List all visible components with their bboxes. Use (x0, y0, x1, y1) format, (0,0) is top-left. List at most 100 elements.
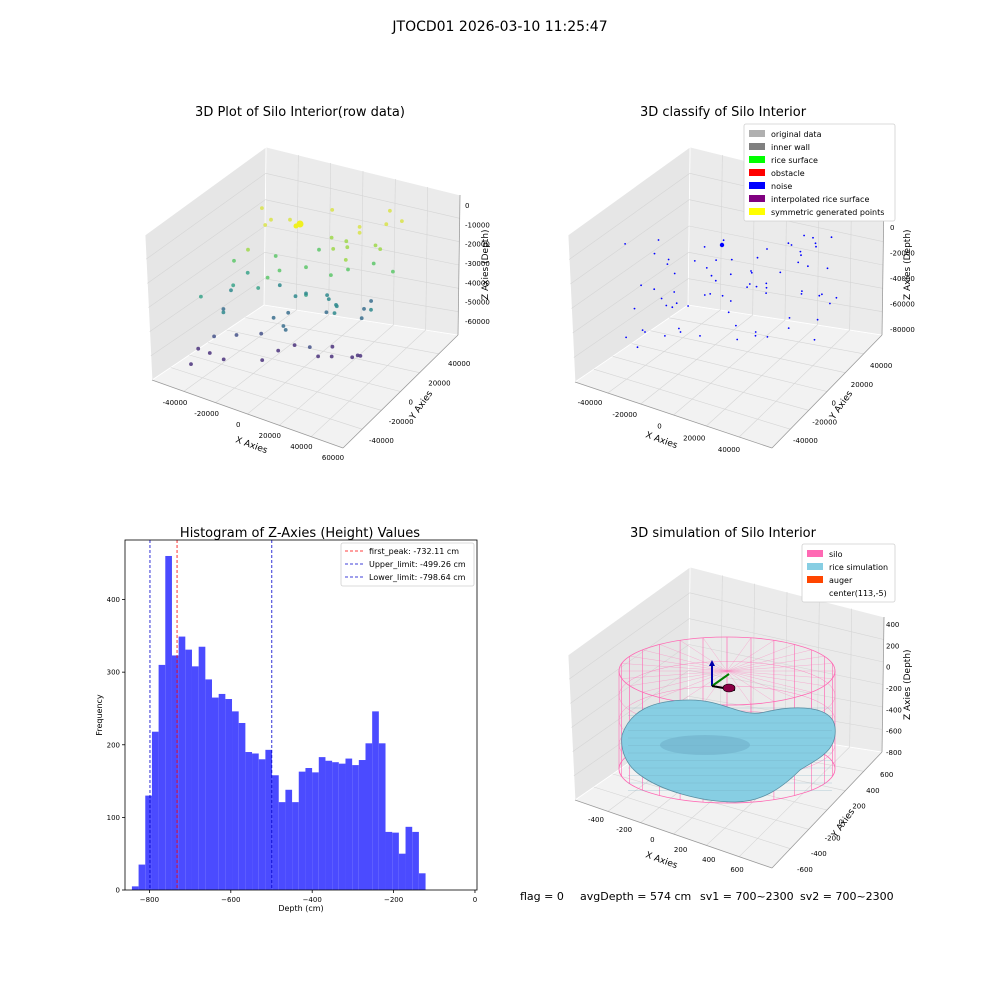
simulation-x-axis-line (574, 799, 773, 869)
raw-x-tick-label: 0 (236, 421, 240, 429)
histogram-bar (345, 758, 353, 890)
classify-noise-point (714, 279, 717, 282)
classify-gridlines (568, 154, 884, 438)
histogram-x-tick-label: −200 (384, 896, 403, 904)
classify-noise-point (799, 250, 802, 253)
raw-scatter-point (334, 303, 338, 307)
classify-legend-swatch (749, 182, 765, 189)
classify-noise-point (814, 242, 817, 245)
simulation-panel: 3D simulation of Silo Interior -400 -200 0… (567, 526, 913, 874)
simulation-y-tick-label: 200 (852, 803, 865, 811)
classify-x-tick-label: -20000 (612, 411, 637, 419)
raw-scatter-point (324, 310, 329, 315)
classify-legend-swatch (749, 130, 765, 137)
classify-noise-point (722, 239, 725, 242)
classify-x-axis-line (574, 381, 773, 449)
histogram-bar (398, 853, 406, 890)
histogram-x-ticks: −800 −600 −400 −200 0 (140, 890, 477, 904)
raw-scatter-point (330, 344, 335, 349)
raw-scatter-point (263, 223, 268, 227)
raw-scatter-point (234, 333, 239, 337)
histogram-bar (332, 762, 339, 890)
raw-scatter-point (388, 208, 392, 213)
raw-scatter-point (265, 275, 270, 280)
classify-noise-point (813, 338, 816, 341)
classify-legend-frame (743, 123, 896, 222)
classify-grid-line (669, 317, 864, 355)
silo-top-spoke (702, 637, 728, 672)
classify-legend-label: interpolated rice surface (771, 195, 869, 204)
raw-grid-line (147, 199, 266, 284)
histogram-x-axis-label: Depth (cm) (278, 904, 323, 913)
raw-scatter-point (231, 283, 236, 288)
raw-x-tick-label: -20000 (194, 410, 219, 418)
raw-y-tick-label: 20000 (428, 379, 450, 387)
histogram-bar (358, 760, 366, 890)
simulation-z-tick-label: 200 (886, 642, 899, 650)
classify-noise-point (800, 293, 803, 295)
raw-z-tick-label: -10000 (465, 221, 490, 229)
classify-noise-point (644, 331, 646, 333)
classify-noise-point (710, 274, 713, 277)
classify-noise-point (766, 336, 769, 338)
histogram-bar (325, 760, 333, 890)
raw-scatter-point (345, 245, 350, 250)
raw-y-axis-line (342, 334, 459, 449)
classify-noise-point (699, 335, 701, 337)
raw-scatter-point (189, 362, 193, 366)
simulation-x-tick-label: -400 (588, 816, 604, 824)
histogram-y-axis-label: Frequency (95, 694, 104, 736)
silo-top-spoke (702, 670, 728, 705)
classify-noise-point (755, 285, 758, 288)
classify-noise-point (735, 324, 737, 327)
classify-noise-cluster (719, 242, 725, 248)
simulation-legend-label: rice simulation (829, 563, 888, 572)
simulation-z-tick-label: 400 (886, 621, 899, 629)
raw-scatter-point (329, 235, 334, 240)
silo-top-spoke (629, 656, 728, 672)
simulation-legend-label: auger (829, 576, 853, 585)
classify-z-tick-label: -20000 (890, 250, 915, 258)
raw-y-tick-label: -40000 (369, 437, 394, 445)
histogram-bar (298, 771, 306, 890)
classify-noise-point (787, 327, 790, 329)
histogram-bars (131, 555, 426, 890)
classify-noise-point (756, 256, 759, 259)
auger-body (722, 683, 736, 693)
classify-noise-point (801, 290, 803, 292)
histogram-bar (278, 802, 286, 890)
classify-noise-point (636, 346, 639, 349)
simulation-x-tick-label: 200 (674, 846, 687, 854)
raw-scatter-point (343, 258, 348, 262)
histogram-bar (392, 832, 399, 890)
classify-noise-point (729, 273, 732, 276)
footer-sv1: sv1 = 700~2300 (700, 890, 794, 903)
simulation-legend: silo rice simulation auger center(113,-5) (801, 543, 896, 603)
histogram-bar (185, 649, 192, 890)
histogram-bar (352, 765, 359, 890)
classify-noise-point (748, 283, 751, 285)
classify-panel-z-ticks: 0 -20000 -40000 -60000 -80000 (890, 224, 915, 334)
silo-top-spoke (726, 656, 825, 672)
silo-top-spoke (726, 644, 795, 672)
classify-noise-point (665, 304, 668, 307)
histogram-bar (245, 752, 253, 890)
classify-noise-point (640, 284, 642, 287)
raw-x-tick-label: 60000 (322, 454, 344, 462)
raw-x-tick-label: -40000 (163, 399, 188, 407)
raw-scatter-point (245, 270, 250, 275)
raw-grid-line (245, 317, 439, 355)
classify-panel: 3D classify of Silo Interior -40000 -2000… (567, 105, 915, 454)
raw-scatter-point (358, 354, 363, 358)
histogram-bar (131, 886, 139, 890)
simulation-legend-swatch (807, 576, 823, 583)
raw-scatter-point (317, 247, 321, 252)
classify-legend: original data inner wall rice surface obsta… (743, 123, 896, 222)
classify-grid-line (572, 252, 689, 334)
histogram-bar (318, 757, 326, 890)
raw-z-tick-label: -40000 (465, 279, 490, 287)
raw-scatter-point (304, 291, 308, 296)
classify-noise-point (673, 291, 676, 293)
classify-noise-point (826, 267, 829, 270)
classify-noise-point (703, 246, 706, 248)
